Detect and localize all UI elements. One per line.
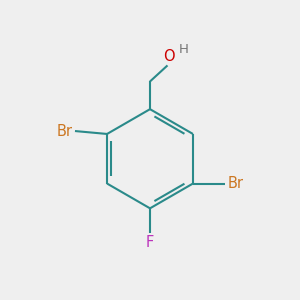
- Text: F: F: [146, 235, 154, 250]
- Text: H: H: [178, 43, 188, 56]
- Text: O: O: [163, 49, 175, 64]
- Text: Br: Br: [227, 176, 243, 191]
- Text: Br: Br: [57, 124, 73, 139]
